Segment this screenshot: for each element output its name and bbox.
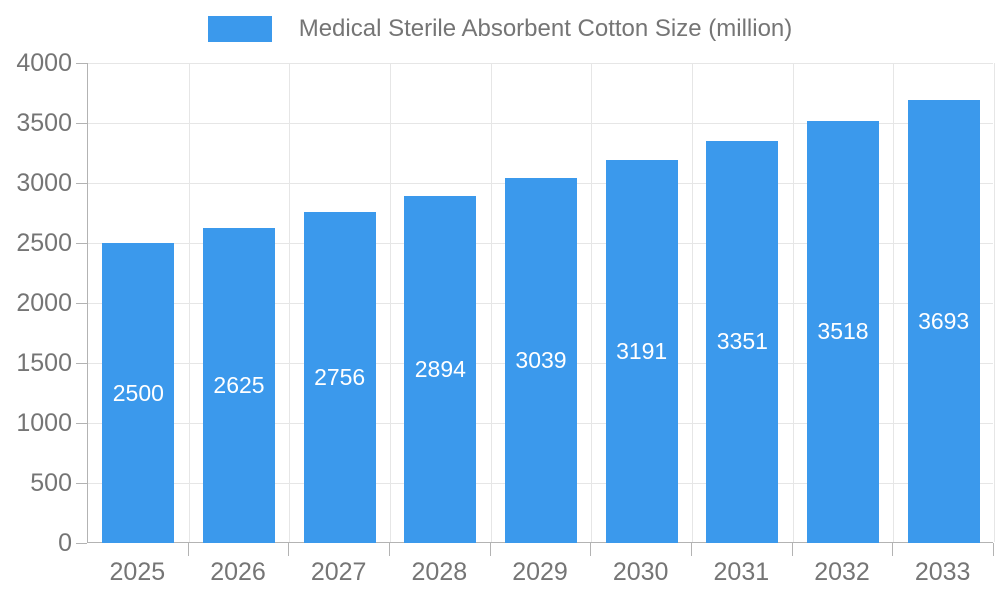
y-axis-tick xyxy=(76,423,87,424)
bar[interactable]: 2500 xyxy=(102,243,175,543)
y-axis-tick xyxy=(76,483,87,484)
gridline-vertical xyxy=(792,63,794,542)
y-axis-tick-label: 500 xyxy=(30,469,72,497)
x-axis-tick-label: 2027 xyxy=(310,558,367,586)
bar[interactable]: 3191 xyxy=(605,160,678,543)
bar[interactable]: 2756 xyxy=(303,212,376,543)
bar[interactable]: 3518 xyxy=(807,120,879,543)
x-axis-tick-label: 2028 xyxy=(411,558,468,586)
x-axis-tick xyxy=(288,543,290,556)
x-axis-tick xyxy=(590,543,592,556)
x-axis-tick xyxy=(691,543,692,556)
x-axis-tick xyxy=(187,543,189,556)
y-axis-tick-label: 3500 xyxy=(16,109,72,137)
bar[interactable]: 3039 xyxy=(505,178,577,543)
bar-value-label: 3191 xyxy=(616,338,668,365)
bar[interactable]: 2894 xyxy=(404,195,477,543)
bar[interactable]: 3351 xyxy=(706,140,779,543)
bar[interactable]: 3693 xyxy=(907,99,980,543)
y-axis-tick xyxy=(76,363,87,364)
plot-area: 2500 2625 2756 2894 3039 3191 3351 3518 3693 xyxy=(87,63,995,543)
bar-value-label: 3693 xyxy=(918,307,970,334)
bar-value-label: 3518 xyxy=(817,318,869,345)
x-axis-tick-label: 2032 xyxy=(814,558,870,586)
y-axis-tick-label: 1500 xyxy=(16,349,72,377)
bar-value-label: 3039 xyxy=(515,347,567,374)
y-axis-tick-label: 2500 xyxy=(16,229,72,257)
y-axis-tick xyxy=(76,63,87,64)
y-axis-tick-label: 2000 xyxy=(16,289,72,317)
legend-swatch xyxy=(207,16,272,42)
bar-value-label: 3351 xyxy=(716,328,768,355)
legend[interactable]: Medical Sterile Absorbent Cotton Size (m… xyxy=(0,16,1000,42)
gridline-vertical xyxy=(490,63,492,542)
y-axis-tick xyxy=(76,543,87,544)
x-axis-tick-label: 2025 xyxy=(109,558,166,586)
gridline-vertical xyxy=(591,63,593,542)
x-axis-tick-label: 2031 xyxy=(713,558,770,586)
gridline-vertical xyxy=(188,63,190,542)
x-axis-tick xyxy=(993,543,994,556)
gridline-vertical xyxy=(994,63,995,542)
x-axis-tick xyxy=(791,543,793,556)
bar-value-label: 2500 xyxy=(112,379,164,406)
y-axis-tick-label: 3000 xyxy=(16,169,72,197)
x-axis-tick-label: 2029 xyxy=(512,558,568,586)
gridline-horizontal xyxy=(88,63,993,64)
x-axis-tick xyxy=(489,543,491,556)
gridline-vertical xyxy=(893,63,895,542)
legend-label: Medical Sterile Absorbent Cotton Size (m… xyxy=(298,15,793,42)
y-axis-tick xyxy=(76,303,87,304)
y-axis-tick xyxy=(76,123,87,124)
gridline-vertical xyxy=(692,63,693,542)
bar-value-label: 2756 xyxy=(314,364,366,391)
y-axis-tick-label: 1000 xyxy=(16,409,72,437)
y-axis-tick-label: 4000 xyxy=(16,49,72,77)
gridline-vertical xyxy=(289,63,291,542)
bar-value-label: 2894 xyxy=(414,355,466,382)
y-axis-tick-label: 0 xyxy=(58,529,72,557)
x-axis-tick xyxy=(389,543,390,556)
gridline-vertical xyxy=(390,63,391,542)
bar-value-label: 2625 xyxy=(213,372,265,398)
x-axis-tick xyxy=(892,543,894,556)
gridline-horizontal xyxy=(88,123,993,124)
x-axis-tick-label: 2033 xyxy=(914,558,971,586)
bar[interactable]: 2625 xyxy=(203,228,275,543)
y-axis-tick xyxy=(76,183,87,184)
y-axis-tick xyxy=(76,243,87,244)
x-axis-tick-label: 2026 xyxy=(210,558,266,586)
x-axis-tick-label: 2030 xyxy=(612,558,669,586)
